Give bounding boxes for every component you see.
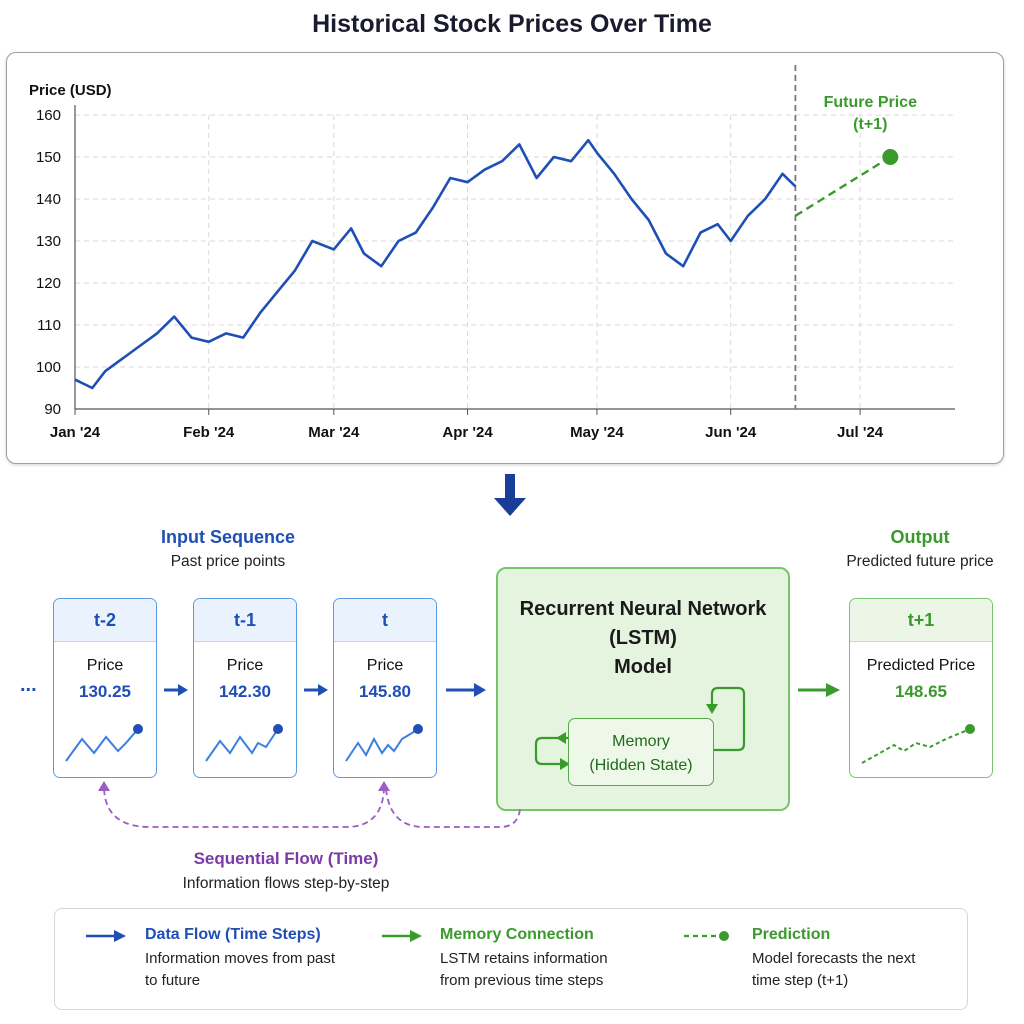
- step-price-value: 145.80: [359, 682, 411, 701]
- input-sequence-title: Input Sequence: [160, 527, 295, 547]
- legend-data-flow-desc-line2: to future: [145, 972, 201, 989]
- legend-prediction-desc: Model forecasts the next time step (t+1): [752, 948, 915, 992]
- prediction-line: [794, 155, 891, 217]
- legend-prediction-desc-line2: time step (t+1): [752, 972, 849, 989]
- seq-arrow-head-1: [98, 781, 110, 791]
- step-box-t: t Price 145.80: [333, 598, 437, 778]
- legend-prediction-desc-line1: Model forecasts the next: [752, 950, 916, 967]
- flow-arrow-3-head: [474, 683, 486, 697]
- memory-loop-right: [710, 686, 746, 752]
- y-tick-label: 100: [36, 359, 61, 376]
- future-price-sublabel: (t+1): [853, 116, 887, 133]
- seq-arrow-right: [385, 788, 521, 828]
- sequence-ellipsis: ...: [20, 674, 37, 696]
- step-price-value: 142.30: [219, 682, 271, 701]
- chart-panel: Price (USD) 90 100 110 120 130 140 150 160 Jan '…: [6, 52, 1004, 464]
- legend-prediction-icon: [684, 931, 729, 941]
- step-price-label: Price: [86, 657, 124, 674]
- legend-memory-desc-line1: LSTM retains information: [440, 950, 608, 967]
- y-tick-label: 160: [36, 107, 61, 124]
- x-tick-label: May '24: [570, 424, 624, 441]
- prediction-sparkline-icon: [861, 724, 975, 764]
- output-step-label: t+1: [850, 599, 992, 642]
- model-output-arrow: [798, 683, 840, 697]
- legend: [54, 908, 968, 1010]
- memory-arrow-head-2: [560, 758, 570, 770]
- step-label: t-1: [194, 599, 296, 642]
- x-tick-label: Jul '24: [837, 424, 884, 441]
- price-series-line: [74, 138, 797, 390]
- sequential-flow-subtitle: Information flows step-by-step: [182, 875, 390, 892]
- page-title: Historical Stock Prices Over Time: [312, 10, 712, 38]
- legend-data-flow-desc-line1: Information moves from past: [145, 950, 336, 967]
- sequential-flow-title: Sequential Flow (Time): [193, 849, 379, 868]
- output-title: Output: [890, 527, 950, 547]
- model-title: Recurrent Neural Network (LSTM) Model: [498, 595, 788, 682]
- seq-arrow-head-2: [378, 781, 390, 791]
- price-chart: Price (USD) 90 100 110 120 130 140 150 160 Jan '…: [29, 65, 955, 441]
- y-axis-label: Price (USD): [29, 82, 112, 99]
- down-arrow-icon: [494, 474, 526, 516]
- data-flow-arrows: [164, 683, 486, 697]
- step-price-label: Price: [226, 657, 264, 674]
- model-title-line2: (LSTM): [609, 627, 677, 649]
- memory-arrow-head-3: [556, 732, 566, 744]
- legend-memory-desc-line2: from previous time steps: [440, 972, 604, 989]
- x-tick-label: Jun '24: [705, 424, 757, 441]
- step-price-label: Price: [366, 657, 404, 674]
- seq-arrow-left: [103, 788, 385, 828]
- step-box-t-2: t-2 Price 130.25: [53, 598, 157, 778]
- step-label: t-2: [54, 599, 156, 642]
- memory-arrow-head-1: [706, 704, 718, 714]
- legend-data-flow-title: Data Flow (Time Steps): [145, 926, 321, 943]
- prediction-point: [882, 149, 899, 165]
- step-box-t-1: t-1 Price 142.30: [193, 598, 297, 778]
- memory-loop-left: [534, 736, 568, 766]
- sparkline-icon: [205, 724, 283, 762]
- y-tick-label: 130: [36, 233, 61, 250]
- sequential-flow-arrows: [98, 781, 521, 828]
- memory-text: Memory (Hidden State): [569, 730, 713, 778]
- legend-prediction-title: Prediction: [752, 926, 831, 943]
- input-sequence-subtitle: Past price points: [170, 553, 286, 570]
- y-tick-label: 110: [37, 317, 61, 334]
- output-subtitle: Predicted future price: [846, 553, 994, 570]
- memory-line2: (Hidden State): [589, 757, 693, 774]
- flow-arrow-2-head: [318, 684, 328, 696]
- y-tick-label: 120: [36, 275, 61, 292]
- future-price-label: Future Price: [824, 94, 917, 111]
- step-price-value: 130.25: [79, 682, 131, 701]
- memory-line1: Memory: [612, 733, 670, 750]
- legend-memory-desc: LSTM retains information from previous t…: [440, 948, 608, 992]
- output-box: t+1 Predicted Price 148.65: [849, 598, 993, 778]
- model-title-line1: Recurrent Neural Network: [519, 598, 767, 620]
- sparkline-icon: [65, 724, 143, 762]
- predicted-price-label: Predicted Price: [866, 657, 976, 674]
- x-tick-label: Apr '24: [442, 424, 493, 441]
- x-tick-label: Mar '24: [308, 424, 360, 441]
- y-tick-label: 140: [36, 191, 61, 208]
- y-tick-label: 150: [36, 149, 61, 166]
- predicted-price-value: 148.65: [895, 682, 947, 701]
- y-tick-label: 90: [44, 401, 61, 418]
- legend-data-flow-icon: [86, 930, 126, 942]
- x-tick-label: Feb '24: [183, 424, 235, 441]
- legend-memory-title: Memory Connection: [440, 926, 594, 943]
- sparkline-icon: [345, 724, 423, 762]
- model-title-line3: Model: [614, 656, 672, 678]
- legend-data-flow-desc: Information moves from past to future: [145, 948, 335, 992]
- memory-hidden-state-box: Memory (Hidden State): [568, 718, 714, 786]
- flow-arrow-1-head: [178, 684, 188, 696]
- memory-loop-arrows: [534, 686, 746, 770]
- step-label: t: [334, 599, 436, 642]
- legend-memory-icon: [382, 930, 422, 942]
- x-tick-label: Jan '24: [50, 424, 101, 441]
